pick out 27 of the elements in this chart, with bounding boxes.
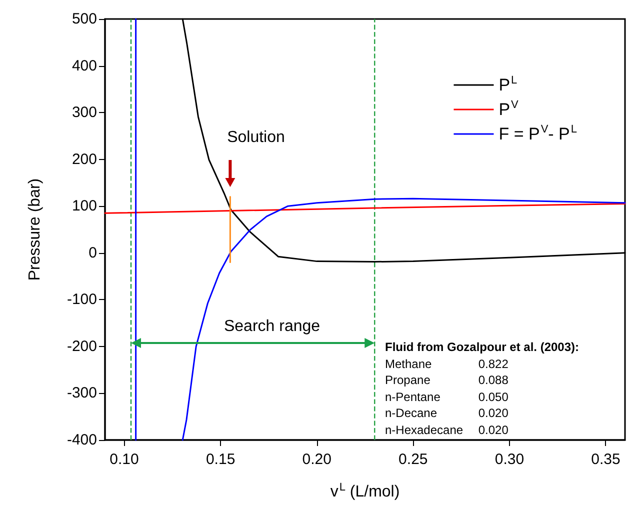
annotation: n-Pentane 0.050 bbox=[385, 388, 510, 405]
line-series bbox=[104, 203, 626, 214]
y-tick-label: 300 bbox=[72, 104, 97, 122]
y-tick-label: -100 bbox=[66, 291, 97, 308]
x-tick-label: 0.15 bbox=[206, 451, 236, 468]
y-tick-label: 400 bbox=[72, 57, 97, 74]
annotation: Solution bbox=[227, 129, 285, 147]
y-tick-label: 0 bbox=[88, 244, 97, 262]
y-tick-label: 500 bbox=[72, 10, 97, 28]
annotation: Fluid from Gozalpour et al. (2003): bbox=[385, 339, 580, 356]
x-tick-label: 0.25 bbox=[398, 451, 428, 468]
x-tick-label: 0.30 bbox=[494, 451, 524, 468]
annotation: n-Hexadecane 0.020 bbox=[385, 422, 510, 438]
x-tick-label: 0.10 bbox=[110, 451, 139, 468]
y-axis-title: Pressure (bar) bbox=[26, 178, 44, 281]
y-tick-label: -200 bbox=[66, 338, 97, 355]
x-tick-label: 0.20 bbox=[302, 451, 332, 468]
y-tick-label: -400 bbox=[66, 432, 97, 448]
line-series bbox=[182, 198, 626, 441]
y-tick-label: -300 bbox=[66, 384, 97, 402]
y-tick-label: 200 bbox=[72, 150, 97, 168]
annotation: Methane 0.822 bbox=[385, 356, 510, 372]
y-tick-label: 100 bbox=[72, 198, 97, 215]
x-tick-label: 0.35 bbox=[591, 451, 620, 468]
annotation: Propane 0.088 bbox=[385, 372, 510, 388]
annotation: Search range bbox=[224, 318, 320, 336]
annotation: n-Decane 0.020 bbox=[385, 405, 510, 422]
